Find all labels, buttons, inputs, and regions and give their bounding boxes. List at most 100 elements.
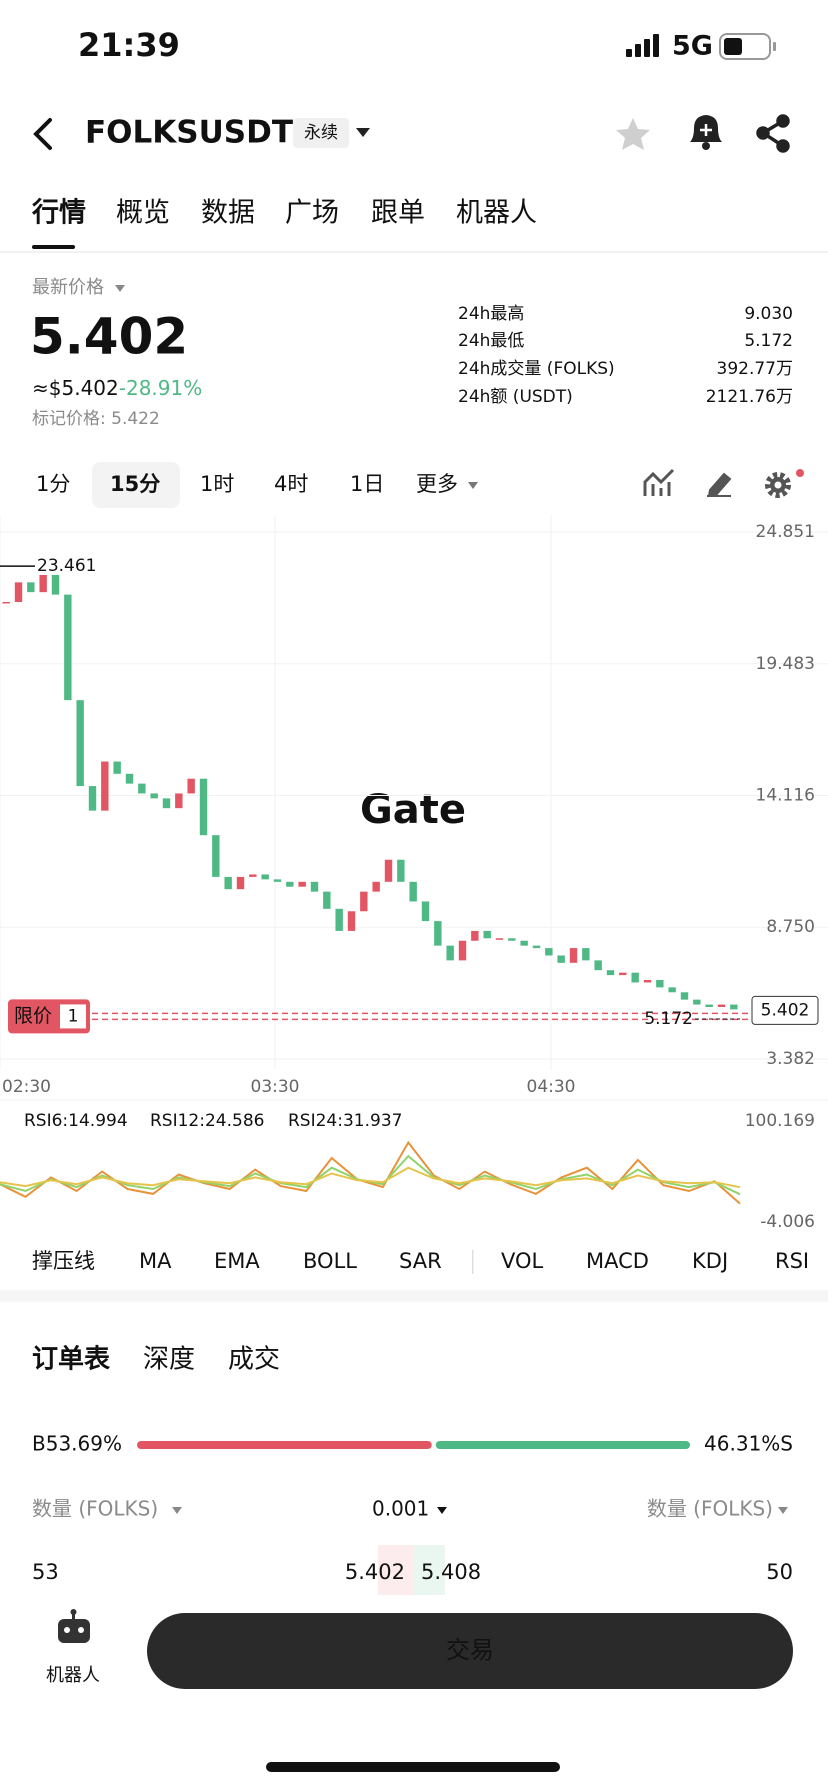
candle: [730, 1004, 738, 1010]
candle: [51, 574, 60, 595]
sell-bar: [435, 1441, 690, 1449]
candle: [668, 987, 676, 993]
symbol-dropdown[interactable]: [356, 128, 370, 137]
candle: [446, 945, 454, 961]
tab[interactable]: 跟单: [371, 198, 425, 229]
candle: [680, 992, 689, 1000]
robot-icon[interactable]: [58, 1609, 90, 1643]
kline-chart: Gate 24.851 19.483 14.116 8.750 3.382 02:30 03:…: [0, 515, 828, 1101]
indicator-tab[interactable]: SAR: [399, 1249, 442, 1273]
more-dropdown[interactable]: [468, 482, 478, 489]
share-icon[interactable]: [756, 114, 790, 153]
interval[interactable]: 更多: [416, 472, 458, 496]
indicator-tabs: 撑压线 MA EMA BOLL SAR VOL MACD KDJ RSI: [32, 1249, 809, 1273]
ask-bg: [413, 1545, 445, 1595]
back-button[interactable]: [33, 118, 52, 150]
stat-value: 5.172: [744, 331, 793, 351]
tab[interactable]: 数据: [201, 198, 255, 229]
indicator-icon[interactable]: [643, 468, 675, 496]
interval-selected-bg: [92, 462, 180, 508]
interval[interactable]: 1时: [200, 472, 234, 496]
tab[interactable]: 概览: [116, 198, 170, 229]
rsi-line: [0, 1140, 741, 1205]
x-tick-label: 04:30: [527, 1077, 576, 1097]
candle: [138, 783, 146, 794]
candle: [705, 1004, 713, 1008]
candle: [150, 793, 158, 799]
y-tick-label: 3.382: [766, 1049, 815, 1069]
ask-price: 5.408: [421, 1560, 481, 1584]
candle: [125, 773, 134, 784]
settings-icon[interactable]: [765, 469, 804, 498]
candle: [532, 945, 541, 949]
trade-button[interactable]: [147, 1613, 793, 1689]
candle: [656, 980, 664, 988]
tab[interactable]: 广场: [285, 198, 339, 229]
candle: [631, 972, 639, 983]
y-tick-label: 24.851: [756, 522, 815, 542]
order-tab[interactable]: 深度: [143, 1345, 195, 1375]
interval[interactable]: 1日: [350, 472, 384, 496]
interval[interactable]: 15分: [110, 472, 160, 496]
bid-qty: 53: [32, 1560, 59, 1584]
candle: [76, 700, 84, 787]
indicator-tab[interactable]: EMA: [214, 1249, 260, 1273]
price-label: 最新价格: [32, 277, 104, 298]
dropdown[interactable]: [172, 1507, 182, 1514]
dropdown[interactable]: [778, 1507, 788, 1514]
indicator-tab[interactable]: VOL: [501, 1249, 544, 1273]
candle: [372, 881, 380, 892]
candle: [249, 874, 257, 877]
intervals: 1分 15分 1时 4时 1日 更多: [36, 472, 458, 496]
candle: [347, 911, 356, 931]
candle: [286, 881, 294, 887]
price-change: -28.91%: [119, 376, 202, 400]
candle: [39, 574, 47, 593]
price-dropdown[interactable]: [115, 285, 125, 292]
candle: [434, 921, 442, 946]
tab[interactable]: 机器人: [456, 198, 537, 229]
rsi-line: [0, 1154, 741, 1196]
tab[interactable]: 行情: [31, 197, 86, 229]
x-tick-label: 02:30: [2, 1077, 51, 1097]
last-price-box: [751, 995, 819, 1025]
indicator-tab[interactable]: MACD: [586, 1249, 649, 1273]
last-price: 5.402: [30, 308, 188, 366]
usd-price-value: ≈$5.402: [32, 376, 119, 400]
book-header: 数量 (FOLKS): [647, 1497, 773, 1521]
indicator-tab[interactable]: BOLL: [303, 1249, 357, 1273]
stat-label: 24h最低: [458, 331, 524, 351]
indicator-tab[interactable]: RSI: [775, 1249, 809, 1273]
buy-ratio: B53.69%: [32, 1432, 122, 1456]
order-tab[interactable]: 成交: [228, 1345, 280, 1375]
alert-icon[interactable]: [690, 115, 722, 150]
battery-icon: [719, 33, 776, 60]
candle: [421, 901, 430, 922]
legend-entry: RSI12:24.586: [150, 1111, 264, 1131]
indicator-tab[interactable]: KDJ: [692, 1249, 728, 1273]
indicator-tab[interactable]: 撑压线: [32, 1249, 95, 1273]
candle: [199, 778, 208, 836]
robot-label[interactable]: 机器人: [46, 1665, 100, 1686]
candle: [273, 879, 282, 882]
section-gap: [0, 1290, 828, 1302]
favorite-icon[interactable]: [616, 118, 650, 150]
order-tab[interactable]: 订单表: [32, 1345, 111, 1375]
candle: [261, 874, 269, 880]
candle: [545, 948, 553, 956]
stat-value: 392.77万: [717, 359, 793, 379]
draw-icon[interactable]: [707, 472, 732, 498]
candle: [27, 582, 35, 593]
candle: [693, 999, 701, 1005]
candle: [360, 891, 368, 912]
interval[interactable]: 4时: [274, 472, 308, 496]
sell-ratio: 46.31%S: [704, 1432, 793, 1456]
book-precision[interactable]: 0.001: [372, 1497, 429, 1521]
candle: [717, 1004, 726, 1008]
candle: [88, 786, 97, 811]
indicator-tab[interactable]: MA: [139, 1249, 172, 1273]
dropdown[interactable]: [437, 1507, 447, 1514]
interval[interactable]: 1分: [36, 472, 70, 496]
separator: [472, 1250, 474, 1274]
